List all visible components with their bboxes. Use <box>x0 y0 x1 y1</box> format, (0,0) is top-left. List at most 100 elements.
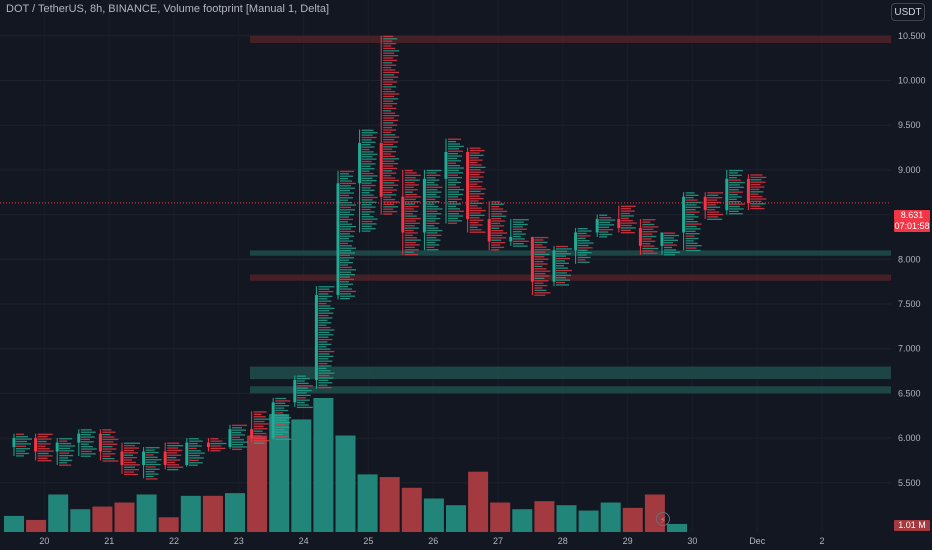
footprint-row <box>80 429 92 431</box>
candle[interactable] <box>379 35 400 215</box>
footprint-row <box>426 184 439 186</box>
footprint-row <box>296 397 306 399</box>
footprint-row <box>685 192 695 194</box>
volume-bar <box>490 502 511 532</box>
footprint-row <box>210 442 227 445</box>
footprint-row <box>167 464 180 466</box>
footprint-row <box>361 129 374 131</box>
candle[interactable] <box>142 447 162 480</box>
candle[interactable] <box>55 438 76 466</box>
footprint-row <box>556 265 564 267</box>
candle[interactable] <box>530 236 551 296</box>
candle[interactable] <box>552 245 573 287</box>
candle[interactable] <box>98 429 119 462</box>
candle[interactable] <box>638 219 659 255</box>
footprint-row <box>491 237 507 239</box>
footprint-row <box>599 221 611 224</box>
candle[interactable] <box>746 174 767 211</box>
candle[interactable] <box>703 192 724 220</box>
footprint-row <box>361 194 374 196</box>
footprint-row <box>361 170 370 172</box>
footprint-row <box>448 155 462 157</box>
candle[interactable] <box>725 169 745 215</box>
footprint-row <box>340 189 350 192</box>
candle[interactable] <box>401 169 421 256</box>
footprint-row <box>685 240 694 242</box>
footprint-row <box>296 389 312 392</box>
footprint-row <box>318 336 329 338</box>
candle[interactable] <box>422 169 443 251</box>
candle[interactable] <box>487 201 508 251</box>
volume-bar <box>423 498 444 532</box>
candle[interactable] <box>595 214 616 238</box>
candle[interactable] <box>293 375 313 409</box>
footprint-row <box>253 413 262 415</box>
footprint-row <box>556 257 570 260</box>
footprint-row <box>361 228 376 230</box>
footprint-row <box>448 179 457 181</box>
footprint-row <box>512 231 522 233</box>
candle[interactable] <box>660 232 681 256</box>
footprint-row <box>620 215 634 217</box>
candle[interactable] <box>336 170 357 300</box>
candle[interactable] <box>682 192 702 252</box>
currency-button[interactable]: USDT <box>891 3 925 21</box>
footprint-row <box>556 274 571 276</box>
candle[interactable] <box>185 438 205 467</box>
candle[interactable] <box>120 442 141 476</box>
footprint-row <box>383 40 393 42</box>
footprint-row <box>80 448 97 450</box>
footprint-row <box>102 436 115 438</box>
candle[interactable] <box>509 219 529 247</box>
footprint-row <box>16 443 31 445</box>
footprint-row <box>491 213 503 215</box>
footprint-row <box>728 189 739 191</box>
footprint-row <box>685 199 698 201</box>
footprint-row <box>404 234 413 236</box>
footprint-row <box>469 221 479 224</box>
footprint-row <box>448 162 456 164</box>
footprint-row <box>469 159 483 161</box>
footprint-row <box>685 223 702 225</box>
footprint-row <box>318 290 334 293</box>
candle[interactable] <box>163 442 184 471</box>
footprint-row <box>383 76 399 78</box>
candle[interactable] <box>228 424 249 451</box>
candle[interactable] <box>206 438 227 452</box>
price-zone <box>250 35 891 43</box>
candle[interactable] <box>358 129 378 233</box>
footprint-row <box>685 218 694 220</box>
footprint-row <box>426 203 435 205</box>
footprint-row <box>361 189 375 191</box>
candle[interactable] <box>617 205 637 234</box>
candle[interactable] <box>271 397 292 440</box>
footprint-row <box>599 216 612 219</box>
candle[interactable] <box>12 433 33 457</box>
footprint-row <box>318 286 335 288</box>
candle[interactable] <box>34 433 54 462</box>
footprint-row <box>728 174 742 176</box>
lightning-icon[interactable]: ⚡ <box>656 512 670 526</box>
footprint-row <box>318 360 333 362</box>
candle[interactable] <box>466 147 486 233</box>
footprint-row <box>469 226 478 229</box>
candle[interactable] <box>574 228 594 264</box>
footprint-row <box>275 419 287 421</box>
candle-body <box>34 438 38 452</box>
candle[interactable] <box>250 411 270 444</box>
candle[interactable] <box>77 429 97 457</box>
candle[interactable] <box>314 286 335 389</box>
price-zone <box>250 366 891 380</box>
footprint-row <box>167 461 176 464</box>
footprint-row <box>707 197 723 199</box>
footprint-row <box>275 417 292 419</box>
footprint-row <box>340 254 350 257</box>
candle[interactable] <box>444 138 465 224</box>
footprint-row <box>534 292 551 294</box>
footprint-row <box>383 50 400 52</box>
candle-body <box>703 196 707 211</box>
footprint-row <box>642 228 654 230</box>
footprint-row <box>426 215 437 217</box>
footprint-row <box>210 447 226 450</box>
